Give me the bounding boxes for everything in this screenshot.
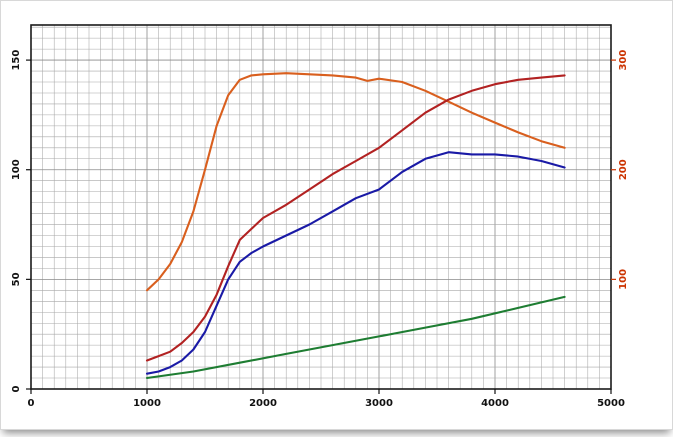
torque-curve bbox=[145, 72, 566, 292]
left-axis-tick-label: 150 bbox=[11, 50, 22, 71]
baseline-curve bbox=[145, 295, 566, 380]
power-upper-curve bbox=[145, 74, 566, 362]
dyno-chart: 0 1000 2000 3000 4000 5000 0 50 100 150 100 200 300 bbox=[1, 1, 672, 429]
chart-background bbox=[1, 1, 672, 429]
left-axis-tick-label: 50 bbox=[11, 272, 22, 286]
x-axis-tick-label: 1000 bbox=[133, 398, 161, 409]
right-axis-tick-label: 300 bbox=[618, 50, 629, 71]
left-axis-tick-label: 0 bbox=[11, 385, 22, 392]
right-axis-tick-label: 100 bbox=[618, 269, 629, 290]
x-axis-tick-label: 5000 bbox=[597, 398, 625, 409]
x-axis-tick-label: 4000 bbox=[481, 398, 509, 409]
left-axis-tick-label: 100 bbox=[11, 159, 22, 180]
x-axis-tick-label: 2000 bbox=[249, 398, 277, 409]
right-axis-tick-label: 200 bbox=[618, 159, 629, 180]
plot-frame bbox=[30, 24, 612, 390]
power-lower-curve bbox=[145, 151, 566, 375]
x-axis-tick-label: 0 bbox=[28, 398, 35, 409]
x-axis-tick-label: 3000 bbox=[365, 398, 393, 409]
